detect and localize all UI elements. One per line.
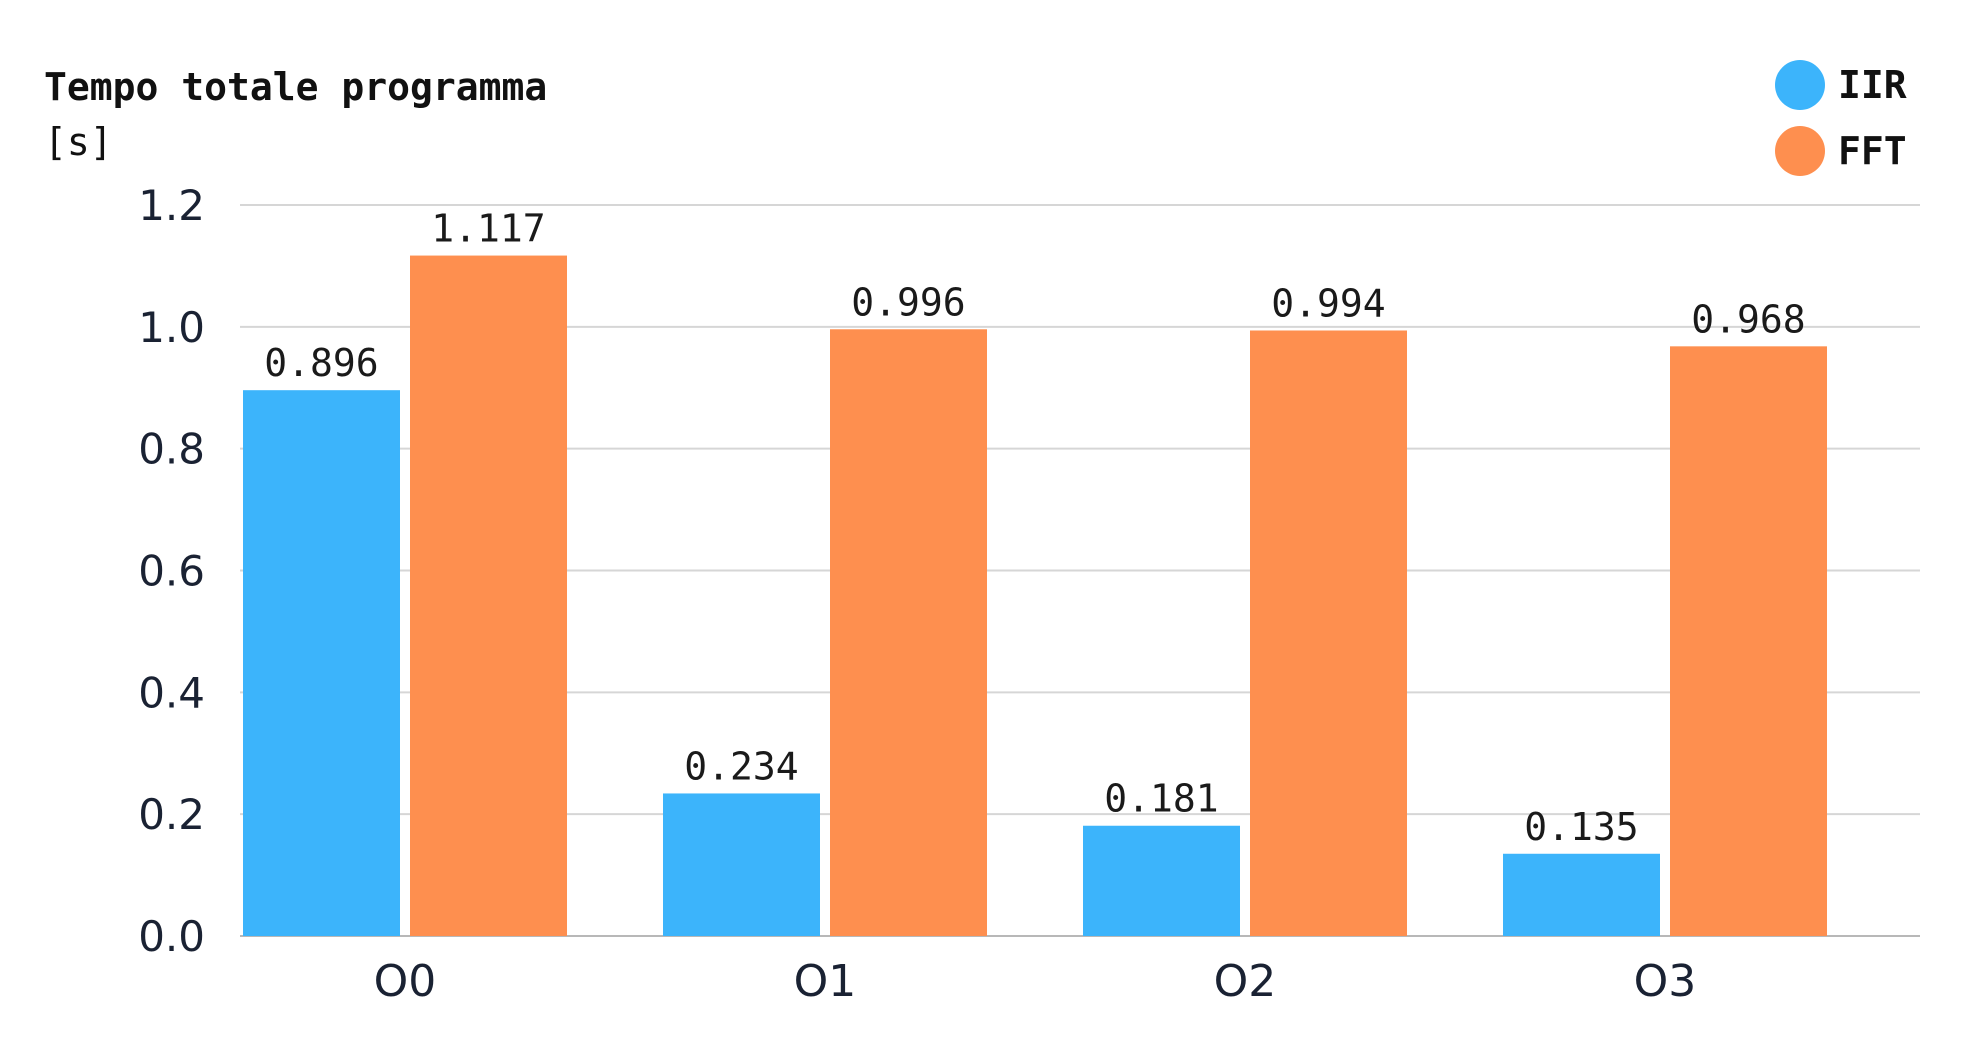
data-label: 0.234 xyxy=(684,744,798,788)
bar-iir-o3 xyxy=(1503,853,1660,936)
data-label: 0.135 xyxy=(1524,805,1638,849)
y-axis-unit: [s] xyxy=(44,120,113,164)
y-tick-label: 1.2 xyxy=(138,181,205,230)
bar-iir-o2 xyxy=(1083,825,1240,936)
data-label: 0.994 xyxy=(1271,281,1385,325)
x-category-label: O2 xyxy=(1214,956,1277,1007)
data-label: 0.968 xyxy=(1691,297,1805,341)
legend-label-fft: FFT xyxy=(1838,129,1907,173)
x-category-label: O1 xyxy=(794,956,857,1007)
bar-iir-o0 xyxy=(243,390,400,937)
bar-iir-o1 xyxy=(663,793,820,936)
bar-fft-o0 xyxy=(410,255,567,936)
data-label: 0.896 xyxy=(264,341,378,385)
data-label: 1.117 xyxy=(431,207,545,251)
bar-fft-o3 xyxy=(1670,346,1827,936)
legend-swatch-iir xyxy=(1775,60,1825,110)
y-tick-label: 0.8 xyxy=(138,425,205,474)
bar-fft-o1 xyxy=(830,329,987,936)
y-axis-label: Tempo totale programma xyxy=(44,65,547,109)
legend-label-iir: IIR xyxy=(1838,63,1907,107)
data-label: 0.181 xyxy=(1104,777,1218,821)
x-category-label: O3 xyxy=(1634,956,1697,1007)
bars xyxy=(243,255,1827,937)
y-tick-label: 0.6 xyxy=(138,547,205,596)
y-tick-label: 0.2 xyxy=(138,790,205,839)
y-tick-label: 0.4 xyxy=(138,668,205,717)
x-axis-categories: O0 O1 O2 O3 xyxy=(374,956,1697,1007)
data-label: 0.996 xyxy=(851,280,965,324)
legend-swatch-fft xyxy=(1775,126,1825,176)
x-category-label: O0 xyxy=(374,956,437,1007)
data-labels: 0.896 1.117 0.234 0.996 0.181 0.994 0.135 0.968 xyxy=(264,207,1805,849)
y-tick-label: 1.0 xyxy=(138,303,205,352)
y-tick-label: 0.0 xyxy=(138,912,205,961)
bar-fft-o2 xyxy=(1250,330,1407,936)
y-axis-ticks: 0.0 0.2 0.4 0.6 0.8 1.0 1.2 xyxy=(138,181,205,961)
legend: IIR FFT xyxy=(1775,60,1907,176)
